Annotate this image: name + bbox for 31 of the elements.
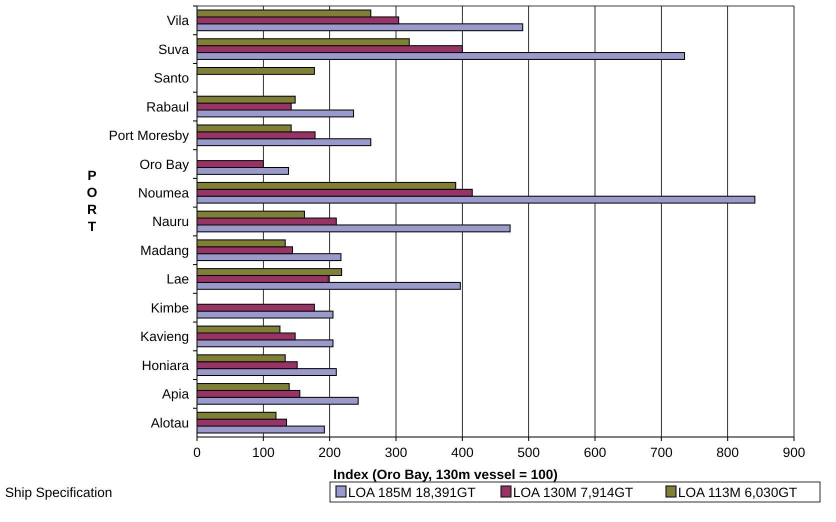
x-tick-label: 600 xyxy=(584,445,606,460)
x-tick-label: 800 xyxy=(716,445,739,460)
x-tick-label: 0 xyxy=(193,445,201,460)
x-tick-label: 400 xyxy=(451,445,474,460)
legend-label: LOA 185M 18,391GT xyxy=(348,485,476,500)
y-tick-label: Port Moresby xyxy=(108,128,190,144)
x-tick-label: 100 xyxy=(252,445,275,460)
y-tick-label: Suva xyxy=(158,42,190,57)
y-tick-label: Noumea xyxy=(138,185,190,200)
legend-label: LOA 113M 6,030GT xyxy=(678,485,798,500)
y-tick-label: Apia xyxy=(162,386,190,402)
y-tick-label: Lae xyxy=(166,272,189,287)
y-tick-label: Madang xyxy=(140,242,189,258)
y-tick-label: Vila xyxy=(166,13,190,28)
y-tick-label: Kimbe xyxy=(150,300,189,316)
y-tick-label: Kavieng xyxy=(140,329,189,344)
y-tick-label: Honiara xyxy=(142,358,190,373)
y-tick-label: Alotau xyxy=(150,415,189,430)
legend-label: LOA 130M 7,914GT xyxy=(513,485,634,500)
y-tick-label: Oro Bay xyxy=(139,156,190,172)
y-axis-title: PORT xyxy=(86,168,98,234)
x-axis-title: Index (Oro Bay, 130m vessel = 100) xyxy=(333,467,558,482)
x-tick-label: 900 xyxy=(782,445,806,460)
y-tick-label: Nauru xyxy=(152,214,189,230)
x-tick-label: 200 xyxy=(318,445,341,460)
y-tick-label: Rabaul xyxy=(146,99,189,114)
x-tick-label: 300 xyxy=(384,445,408,460)
legend-title: Ship Specification xyxy=(5,485,112,500)
y-tick-label: Santo xyxy=(154,70,189,86)
x-tick-label: 700 xyxy=(650,445,673,460)
x-tick-label: 500 xyxy=(517,445,540,460)
